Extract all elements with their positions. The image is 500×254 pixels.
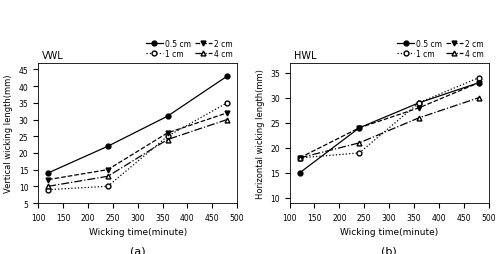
Text: (b): (b) [381,245,397,254]
Text: HWL: HWL [294,51,316,61]
X-axis label: Wicking time(minute): Wicking time(minute) [88,227,187,236]
Y-axis label: Horizontal wicking length(mm): Horizontal wicking length(mm) [256,69,264,198]
X-axis label: Wicking time(minute): Wicking time(minute) [340,227,438,236]
Legend: 0.5 cm, 1 cm, 2 cm, 4 cm: 0.5 cm, 1 cm, 2 cm, 4 cm [396,39,484,60]
Y-axis label: Vertical wicking length(mm): Vertical wicking length(mm) [4,74,13,192]
Text: VWL: VWL [42,51,64,61]
Legend: 0.5 cm, 1 cm, 2 cm, 4 cm: 0.5 cm, 1 cm, 2 cm, 4 cm [145,39,234,60]
Text: (a): (a) [130,245,146,254]
